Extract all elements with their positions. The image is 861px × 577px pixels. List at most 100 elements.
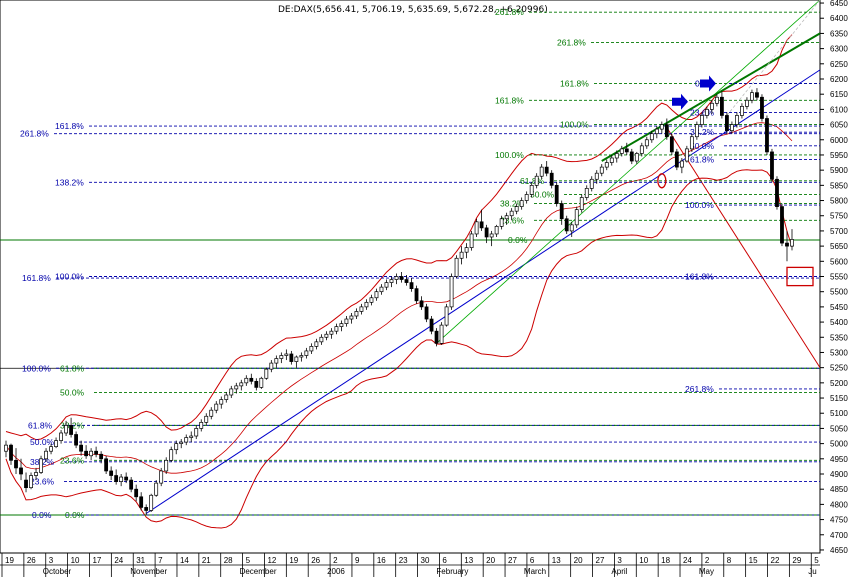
middle-band (5, 122, 793, 474)
candle-body (334, 326, 339, 332)
target-box (786, 266, 814, 287)
candle-body (374, 291, 379, 299)
candle-body (394, 276, 399, 280)
candle-body (574, 209, 579, 226)
x-tick-label: 24 (683, 556, 692, 565)
x-tick-label: 5 (814, 556, 819, 565)
candle-body (79, 444, 83, 452)
candle-body (765, 118, 769, 153)
candle-body (254, 380, 259, 388)
candle-body (684, 148, 689, 162)
candle-body (740, 105, 744, 116)
y-tick-label: 5900 (830, 166, 848, 175)
fib-level-label: 61.8% (60, 363, 85, 373)
candle-body (119, 476, 124, 482)
candle-body (790, 239, 794, 247)
candle-body (64, 425, 68, 434)
fib-level-label: 261.8% (557, 38, 586, 48)
candle-body (644, 139, 649, 147)
candle-body (184, 437, 189, 443)
candle-body (134, 488, 139, 498)
y-tick-label: 5950 (830, 151, 848, 160)
candle-body (144, 507, 149, 511)
candle-body (534, 175, 539, 186)
candle-body (775, 178, 779, 207)
candle-body (174, 443, 179, 451)
candle-body (639, 145, 644, 154)
x-tick-label: 19 (289, 556, 298, 565)
fib-level-label: 100.0% (22, 363, 51, 373)
candle-body (234, 385, 239, 390)
y-tick-label: 5850 (830, 181, 848, 190)
fib-level-label: 161.8% (560, 79, 589, 89)
candle-body (349, 315, 354, 320)
candle-body (179, 441, 184, 444)
x-tick-label: 12 (267, 556, 276, 565)
candle-body (780, 206, 784, 244)
candle-body (649, 133, 654, 141)
fib-level-label: 50.0% (530, 189, 555, 199)
chart-title: DE:DAX(5,656.41, 5,706.19, 5,635.69, 5,6… (278, 5, 548, 15)
y-tick-label: 5550 (830, 273, 848, 282)
candle-body (524, 194, 529, 201)
candle-body (39, 458, 43, 473)
candle-body (294, 356, 299, 362)
candle-body (409, 282, 414, 290)
month-label: May (699, 567, 714, 576)
candle-body (399, 276, 404, 280)
month-label: Ju (808, 567, 816, 576)
candle-body (484, 227, 489, 238)
x-tick-label: 2 (705, 556, 710, 565)
candle-body (109, 470, 114, 476)
y-tick-label: 4650 (830, 546, 848, 555)
candle-body (544, 166, 549, 174)
candle-body (549, 172, 554, 186)
y-tick-label: 4800 (830, 500, 848, 509)
candle-body (129, 479, 134, 490)
candle-body (224, 394, 229, 400)
candle-body (154, 482, 159, 496)
candle-body (104, 458, 109, 472)
x-tick-label: 22 (771, 556, 780, 565)
y-axis: 4650 4700 4750 4800 4850 4900 4950 5000 5050 5100… (820, 0, 848, 555)
red-downtrend-line (666, 127, 821, 368)
y-tick-label: 5050 (830, 424, 848, 433)
fib-level-label: 61.8% (520, 176, 545, 186)
candle-body (404, 279, 409, 283)
x-tick-label: 10 (71, 556, 80, 565)
candle-body (584, 188, 589, 198)
candle-body (599, 166, 604, 174)
candle-body (499, 218, 504, 227)
y-tick-label: 6200 (830, 75, 848, 84)
x-tick-label: 26 (311, 556, 320, 565)
candle-body (664, 124, 669, 138)
x-tick-label: 9 (355, 556, 360, 565)
fib-level-label: 100.0% (495, 150, 524, 160)
fib-level-label: 50.0% (690, 141, 715, 151)
y-tick-label: 5500 (830, 288, 848, 297)
candle-body (239, 382, 244, 387)
fib-level-label: 100.0% (55, 272, 84, 282)
month-label: March (524, 567, 546, 576)
x-tick-label: 27 (508, 556, 517, 565)
candle-body (379, 286, 384, 293)
fib-level-label: 138.2% (55, 177, 84, 187)
candle-body (189, 435, 194, 438)
candle-body (494, 226, 499, 235)
candle-body (509, 210, 514, 217)
candle-body (770, 151, 774, 180)
candle-body (29, 475, 33, 489)
candle-body (709, 102, 714, 110)
candle-body (589, 178, 594, 189)
y-tick-label: 6100 (830, 105, 848, 114)
month-label: February (436, 567, 468, 576)
candle-body (194, 428, 199, 437)
y-tick-label: 6300 (830, 45, 848, 54)
candle-body (634, 153, 639, 162)
y-tick-label: 4700 (830, 531, 848, 540)
y-tick-label: 6450 (830, 0, 848, 8)
candle-body (344, 318, 349, 324)
candle-body (159, 470, 164, 484)
candle-body (259, 377, 264, 388)
candle-body (439, 324, 444, 344)
